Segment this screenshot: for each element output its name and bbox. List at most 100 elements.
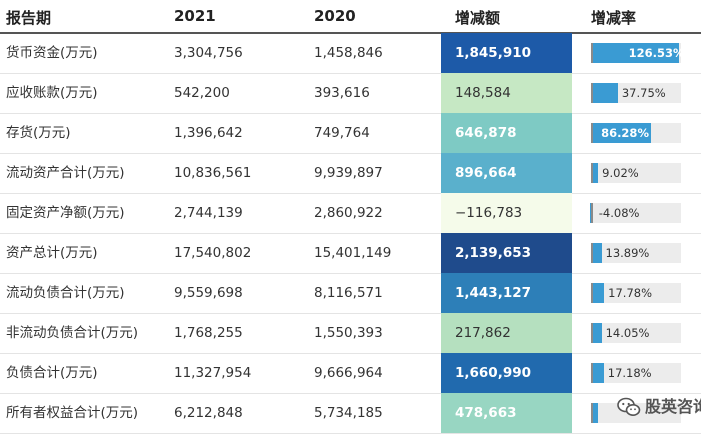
table-row: 流动资产合计(万元) 10,836,561 9,939,897 896,664 9.02… [0,153,701,194]
rate-track [592,363,681,383]
table-row: 资产总计(万元) 17,540,802 15,401,149 2,139,653 13.… [0,233,701,274]
row-label: 应收账款(万元) [6,85,98,101]
rate-axis [591,283,593,303]
rate-track [592,323,681,343]
rate-axis [591,123,593,143]
value-2020: 9,666,964 [314,365,383,381]
diff-value: 2,139,653 [455,245,532,261]
diff-value: 1,443,127 [455,285,532,301]
value-2021: 542,200 [174,85,230,101]
rate-axis [591,43,593,63]
watermark-text: 股英咨询 [645,397,701,416]
rate-bar [592,123,652,143]
header-rate: 增减率 [591,9,637,27]
rate-track [592,163,681,183]
rate-cell: 17.78% [587,273,701,313]
header-diff: 增减额 [455,9,501,27]
rate-cell: 14.05% [587,313,701,353]
rate-value: 17.78% [608,286,653,300]
header-2021: 2021 [174,7,216,25]
table-row: 存货(万元) 1,396,642 749,764 646,878 86.28% [0,113,701,154]
value-2020: 2,860,922 [314,205,383,221]
diff-cell: 2,139,653 [441,233,572,273]
value-2021: 11,327,954 [174,365,252,381]
rate-cell: 126.53% [587,33,701,73]
diff-cell: −116,783 [441,193,572,233]
rate-track [592,243,681,263]
rate-axis [591,203,593,223]
rate-bar [592,283,605,303]
rate-cell: 17.18% [587,353,701,393]
value-2020: 1,458,846 [314,45,383,61]
table-header: 报告期 2021 2020 增减额 增减率 [0,0,701,34]
value-2021: 1,768,255 [174,325,243,341]
row-label: 负债合计(万元) [6,365,98,381]
diff-cell: 646,878 [441,113,572,153]
value-2021: 9,559,698 [174,285,243,301]
rate-bar [592,163,599,183]
value-2020: 15,401,149 [314,245,392,261]
diff-cell: 1,443,127 [441,273,572,313]
rate-value: 126.53% [628,46,685,60]
rate-bar [592,83,618,103]
value-2021: 2,744,139 [174,205,243,221]
rate-bar [592,243,602,263]
diff-cell: 217,862 [441,313,572,353]
row-label: 所有者权益合计(万元) [6,405,139,421]
header-2020: 2020 [314,7,356,25]
rate-value: 13.89% [605,246,650,260]
row-label: 流动资产合计(万元) [6,165,125,181]
value-2020: 9,939,897 [314,165,383,181]
diff-value: 217,862 [455,325,511,341]
rate-cell: 37.75% [587,73,701,113]
row-label: 资产总计(万元) [6,245,98,261]
rate-axis [591,363,593,383]
row-label: 固定资产净额(万元) [6,205,125,221]
rate-cell: 13.89% [587,233,701,273]
rate-track [592,283,681,303]
value-2020: 8,116,571 [314,285,383,301]
diff-value: 478,663 [455,405,517,421]
row-label: 非流动负债合计(万元) [6,325,139,341]
table-row: 负债合计(万元) 11,327,954 9,666,964 1,660,990 17.1… [0,353,701,394]
value-2021: 1,396,642 [174,125,243,141]
table-row: 固定资产净额(万元) 2,744,139 2,860,922 −116,783 -4.0… [0,193,701,234]
table-row: 非流动负债合计(万元) 1,768,255 1,550,393 217,862 14.0… [0,313,701,354]
rate-bar [592,323,602,343]
table-row: 货币资金(万元) 3,304,756 1,458,846 1,845,910 126.5… [0,33,701,74]
watermark: 股英咨询 [587,390,701,430]
value-2020: 749,764 [314,125,370,141]
rate-bar [592,363,604,383]
diff-value: 1,660,990 [455,365,532,381]
rate-axis [591,83,593,103]
value-2021: 3,304,756 [174,45,243,61]
rate-value: 37.75% [621,86,666,100]
diff-cell: 1,845,910 [441,33,572,73]
rate-axis [591,403,593,423]
rate-track [592,203,681,223]
diff-value: −116,783 [455,205,523,221]
value-2021: 10,836,561 [174,165,252,181]
rate-value: 86.28% [601,126,649,140]
table-row: 应收账款(万元) 542,200 393,616 148,584 37.75% [0,73,701,114]
header-period: 报告期 [6,9,52,27]
diff-value: 896,664 [455,165,517,181]
rate-value: 17.18% [607,366,652,380]
diff-value: 646,878 [455,125,517,141]
value-2021: 6,212,848 [174,405,243,421]
value-2020: 5,734,185 [314,405,383,421]
row-label: 存货(万元) [6,125,71,141]
value-2021: 17,540,802 [174,245,252,261]
diff-cell: 148,584 [441,73,572,113]
rate-axis [591,163,593,183]
rate-bar [592,403,598,423]
rate-axis [591,323,593,343]
row-label: 货币资金(万元) [6,45,98,61]
rate-axis [591,243,593,263]
rate-bar [592,43,679,63]
rate-cell: -4.08% [587,193,701,233]
diff-value: 1,845,910 [455,45,532,61]
value-2020: 1,550,393 [314,325,383,341]
row-label: 流动负债合计(万元) [6,285,125,301]
diff-value: 148,584 [455,85,511,101]
